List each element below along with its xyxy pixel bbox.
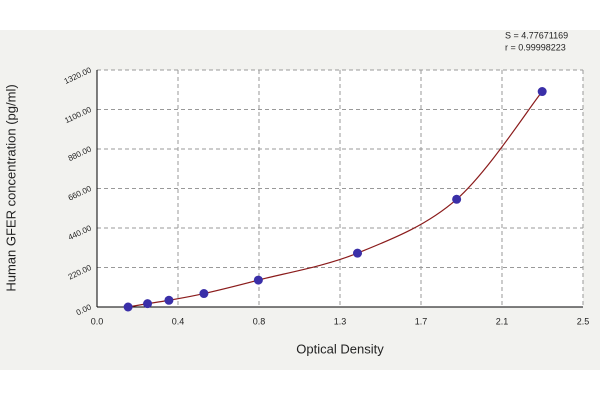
- x-axis-label: Optical Density: [296, 341, 384, 356]
- x-tick-label: 0.0: [91, 316, 104, 326]
- data-point: [452, 194, 462, 204]
- x-tick-label: 2.5: [577, 316, 590, 326]
- data-point: [164, 295, 174, 305]
- x-tick-label: 2.1: [496, 316, 509, 326]
- data-point: [123, 302, 133, 312]
- data-point: [352, 248, 362, 258]
- x-tick-label: 0.4: [172, 316, 185, 326]
- data-point: [537, 87, 547, 97]
- x-tick-label: 1.3: [334, 316, 347, 326]
- data-point: [199, 289, 209, 299]
- x-tick-label: 0.8: [253, 316, 266, 326]
- x-tick-label: 1.7: [415, 316, 428, 326]
- annotation: r = 0.99998223: [505, 42, 566, 52]
- data-point: [143, 299, 153, 309]
- data-point: [253, 275, 263, 285]
- annotation: S = 4.77671169: [505, 30, 568, 40]
- y-axis-label: Human GFER concentration (pg/ml): [3, 84, 18, 291]
